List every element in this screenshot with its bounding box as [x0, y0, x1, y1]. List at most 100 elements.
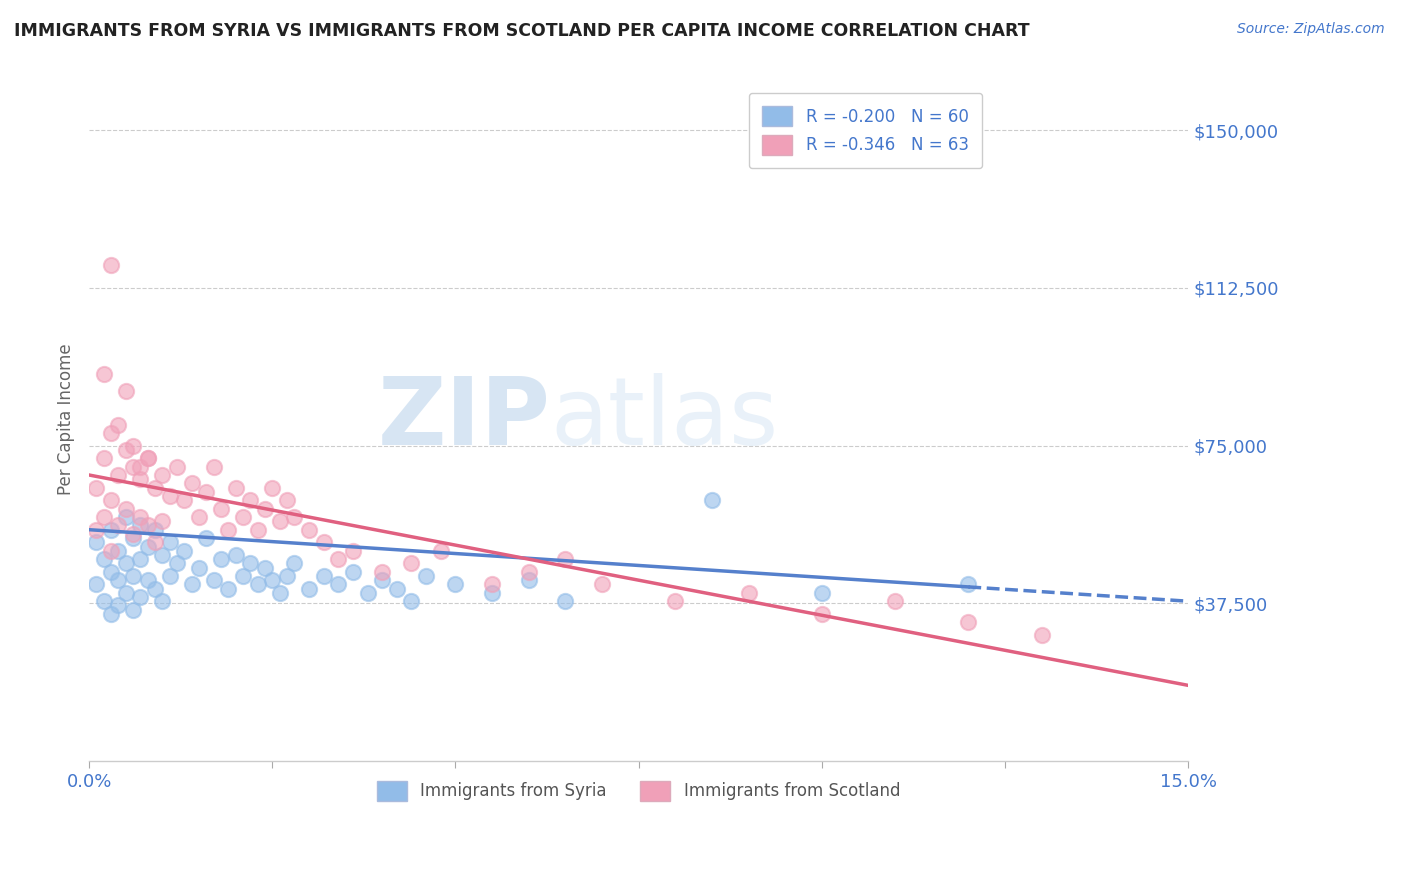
Point — [481, 577, 503, 591]
Point — [810, 607, 832, 621]
Point — [209, 501, 232, 516]
Point — [136, 573, 159, 587]
Point — [136, 451, 159, 466]
Text: ZIP: ZIP — [378, 373, 551, 466]
Point — [107, 573, 129, 587]
Point — [93, 367, 115, 381]
Point — [253, 560, 276, 574]
Point — [100, 607, 122, 621]
Point — [93, 510, 115, 524]
Point — [93, 594, 115, 608]
Point — [129, 552, 152, 566]
Point — [107, 518, 129, 533]
Point — [188, 560, 211, 574]
Point — [283, 510, 305, 524]
Point — [136, 540, 159, 554]
Point — [100, 543, 122, 558]
Point — [217, 582, 239, 596]
Point — [342, 543, 364, 558]
Point — [159, 535, 181, 549]
Point — [262, 481, 284, 495]
Point — [122, 438, 145, 452]
Point — [312, 569, 335, 583]
Point — [232, 569, 254, 583]
Point — [143, 523, 166, 537]
Point — [100, 258, 122, 272]
Point — [217, 523, 239, 537]
Point — [401, 594, 423, 608]
Point — [114, 510, 136, 524]
Point — [188, 510, 211, 524]
Point — [100, 565, 122, 579]
Point — [107, 417, 129, 432]
Point — [269, 586, 291, 600]
Point — [173, 493, 195, 508]
Point — [143, 481, 166, 495]
Point — [114, 557, 136, 571]
Point — [107, 468, 129, 483]
Point — [202, 573, 225, 587]
Point — [262, 573, 284, 587]
Point — [957, 577, 980, 591]
Point — [444, 577, 467, 591]
Y-axis label: Per Capita Income: Per Capita Income — [58, 343, 75, 495]
Text: Source: ZipAtlas.com: Source: ZipAtlas.com — [1237, 22, 1385, 37]
Point — [143, 535, 166, 549]
Point — [232, 510, 254, 524]
Point — [86, 523, 108, 537]
Point — [150, 468, 173, 483]
Point — [129, 518, 152, 533]
Point — [298, 582, 321, 596]
Point — [225, 548, 247, 562]
Point — [129, 459, 152, 474]
Point — [415, 569, 437, 583]
Point — [328, 552, 350, 566]
Point — [150, 514, 173, 528]
Point — [429, 543, 451, 558]
Text: atlas: atlas — [551, 373, 779, 466]
Point — [180, 476, 202, 491]
Point — [136, 451, 159, 466]
Point — [253, 501, 276, 516]
Point — [664, 594, 686, 608]
Point — [180, 577, 202, 591]
Point — [122, 459, 145, 474]
Point — [312, 535, 335, 549]
Point — [159, 569, 181, 583]
Point — [371, 573, 394, 587]
Point — [122, 602, 145, 616]
Point — [342, 565, 364, 579]
Point — [591, 577, 613, 591]
Point — [93, 451, 115, 466]
Point — [298, 523, 321, 537]
Point — [122, 527, 145, 541]
Point — [276, 493, 298, 508]
Point — [385, 582, 408, 596]
Point — [517, 573, 540, 587]
Point — [810, 586, 832, 600]
Point — [356, 586, 378, 600]
Point — [195, 531, 218, 545]
Point — [86, 481, 108, 495]
Point — [202, 459, 225, 474]
Point — [129, 510, 152, 524]
Point — [1031, 628, 1053, 642]
Point — [159, 489, 181, 503]
Point — [114, 442, 136, 457]
Point — [100, 493, 122, 508]
Text: IMMIGRANTS FROM SYRIA VS IMMIGRANTS FROM SCOTLAND PER CAPITA INCOME CORRELATION : IMMIGRANTS FROM SYRIA VS IMMIGRANTS FROM… — [14, 22, 1029, 40]
Point — [143, 582, 166, 596]
Point — [554, 552, 576, 566]
Point — [401, 557, 423, 571]
Point — [150, 594, 173, 608]
Legend: Immigrants from Syria, Immigrants from Scotland: Immigrants from Syria, Immigrants from S… — [364, 767, 914, 814]
Point — [122, 569, 145, 583]
Point — [150, 548, 173, 562]
Point — [195, 484, 218, 499]
Point — [173, 543, 195, 558]
Point — [246, 523, 269, 537]
Point — [86, 535, 108, 549]
Point — [884, 594, 907, 608]
Point — [100, 523, 122, 537]
Point — [737, 586, 759, 600]
